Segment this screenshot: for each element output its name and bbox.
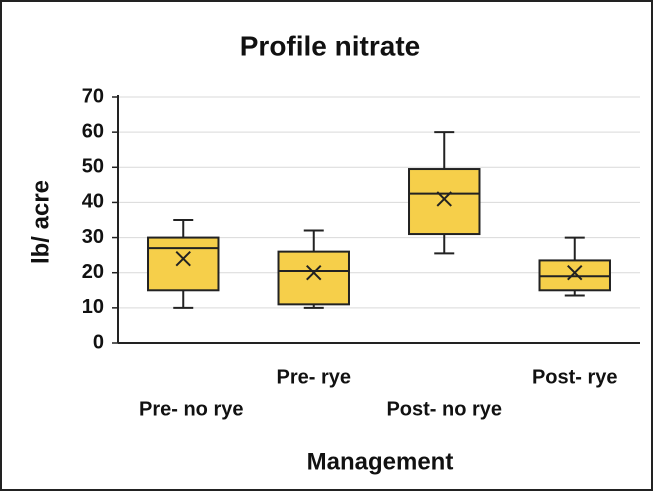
mean-marker (175, 250, 191, 267)
x-axis-title: Management (307, 448, 454, 475)
y-axis-title: lb/ acre (27, 180, 54, 264)
y-tick-label: 50 (82, 156, 104, 178)
y-tick-label: 20 (82, 261, 104, 283)
y-tick-label: 30 (82, 226, 104, 248)
box (408, 168, 481, 236)
x-tick-label: Post- no rye (386, 398, 502, 420)
y-tick-label: 0 (93, 331, 104, 353)
mean-marker (436, 191, 452, 207)
x-tick-label: Pre- rye (277, 366, 352, 388)
y-tick-label: 70 (82, 85, 104, 107)
mean-marker (306, 265, 322, 281)
x-tick-label: Pre- no rye (139, 398, 243, 420)
y-tick-label: 40 (82, 191, 104, 213)
mean-marker (567, 265, 583, 281)
chart-title: Profile nitrate (240, 30, 420, 61)
y-tick-label: 10 (82, 296, 104, 318)
box (277, 250, 350, 306)
x-tick-label: Post- rye (532, 366, 618, 388)
y-tick-label: 60 (82, 120, 104, 142)
box (147, 236, 220, 292)
